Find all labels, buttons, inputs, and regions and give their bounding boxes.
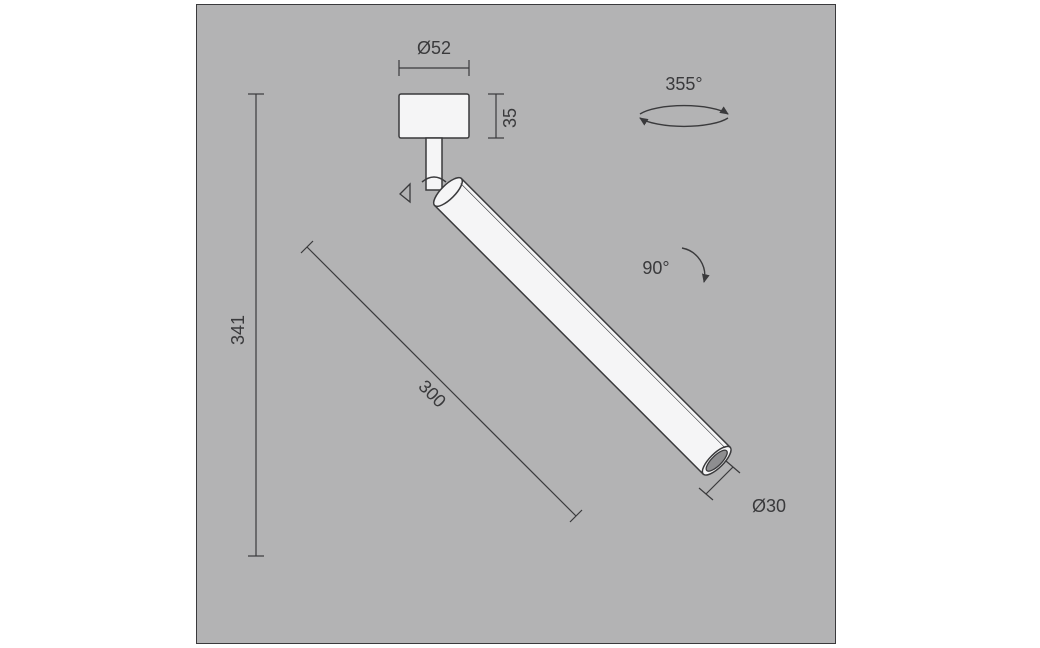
rotation-tilt-label: 90°: [642, 258, 669, 278]
tube-seam: [461, 184, 725, 448]
panel-border: [197, 5, 836, 644]
dim-mount-height: 35: [488, 94, 520, 138]
tube-top-notch: [400, 184, 410, 202]
dim-mount-height-label: 35: [500, 108, 520, 128]
diagram-svg: 341 Ø52 35 300: [196, 4, 836, 644]
dim-mount-width-label: Ø52: [417, 38, 451, 58]
dim-height-overall-label: 341: [228, 315, 248, 345]
dim-mount-width: Ø52: [399, 38, 469, 76]
rotation-tilt: 90°: [642, 248, 704, 282]
mount-block: [399, 94, 469, 138]
stem: [426, 138, 442, 190]
diagram-panel: 341 Ø52 35 300: [196, 4, 836, 644]
rotation-horizontal-label: 355°: [665, 74, 702, 94]
stage: 341 Ø52 35 300: [0, 0, 1040, 648]
dim-height-overall: 341: [228, 94, 264, 556]
rotation-horizontal: 355°: [640, 74, 728, 126]
dim-tube-length-label: 300: [415, 376, 450, 411]
dim-tube-diameter-label: Ø30: [752, 496, 786, 516]
tube-body: [430, 174, 735, 479]
